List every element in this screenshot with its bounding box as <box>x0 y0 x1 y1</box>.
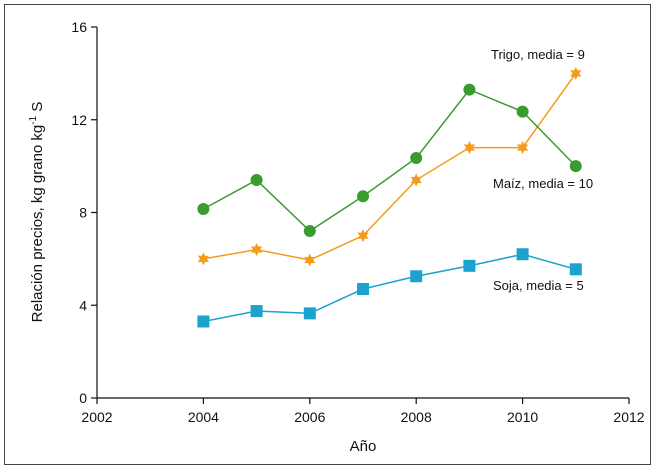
point-maiz-2008 <box>410 152 423 165</box>
series-lines <box>203 72 577 323</box>
point-trigo-2010 <box>516 141 529 155</box>
series-line-trigo <box>203 72 577 261</box>
point-maiz-2007 <box>357 190 369 203</box>
point-maiz-2004 <box>197 203 210 216</box>
y-tick-label-0: 0 <box>79 390 87 406</box>
point-soja-2006 <box>303 307 316 320</box>
x-tick-label-2002: 2002 <box>81 409 112 425</box>
point-trigo-2005 <box>250 243 263 257</box>
x-tick-label-2006: 2006 <box>294 409 325 425</box>
series-line-soja <box>203 253 577 323</box>
point-trigo-2009 <box>463 141 476 155</box>
y-axis-title: Relación precios, kg grano kg-1 S <box>28 102 46 323</box>
point-trigo-2004 <box>197 252 210 266</box>
x-tick-label-2004: 2004 <box>188 409 219 425</box>
point-trigo-2006 <box>304 253 316 267</box>
series-markers <box>197 66 582 328</box>
series-line-maiz <box>203 88 577 233</box>
x-ticks: 2002 2004 2006 2008 2010 2012 <box>81 398 645 425</box>
point-soja-2011 <box>569 263 582 276</box>
x-tick-label-2008: 2008 <box>401 409 432 425</box>
point-soja-2005 <box>250 305 263 318</box>
point-soja-2004 <box>197 315 210 328</box>
point-maiz-2006 <box>303 225 316 238</box>
point-soja-2008 <box>410 270 423 283</box>
y-tick-label-12: 12 <box>71 112 87 128</box>
point-maiz-2011 <box>569 160 582 173</box>
point-soja-2010 <box>516 248 529 261</box>
point-soja-2009 <box>463 259 476 272</box>
series-label-maiz: Maíz, media = 10 <box>493 176 593 191</box>
y-tick-label-16: 16 <box>71 19 87 35</box>
x-axis-title: Año <box>350 438 377 455</box>
axes <box>96 27 629 399</box>
series-label-trigo: Trigo, media = 9 <box>491 47 585 62</box>
point-maiz-2010 <box>516 105 529 118</box>
y-ticks: 0 4 8 12 16 <box>71 19 97 406</box>
chart-frame <box>4 4 651 465</box>
point-soja-2007 <box>357 283 369 296</box>
y-axis-title-main: Relación precios, kg grano kg <box>29 125 46 323</box>
point-trigo-2008 <box>410 173 422 187</box>
y-tick-label-8: 8 <box>79 205 87 221</box>
series-label-soja: Soja, media = 5 <box>493 278 584 293</box>
x-tick-label-2012: 2012 <box>613 409 644 425</box>
point-trigo-2007 <box>357 229 369 243</box>
y-tick-label-4: 4 <box>79 297 87 313</box>
x-tick-label-2010: 2010 <box>507 409 538 425</box>
y-axis-title-sup: -1 <box>28 115 39 124</box>
point-maiz-2005 <box>250 174 263 187</box>
y-axis-title-end: S <box>29 102 46 116</box>
point-trigo-2011 <box>570 66 582 80</box>
point-maiz-2009 <box>463 83 476 96</box>
